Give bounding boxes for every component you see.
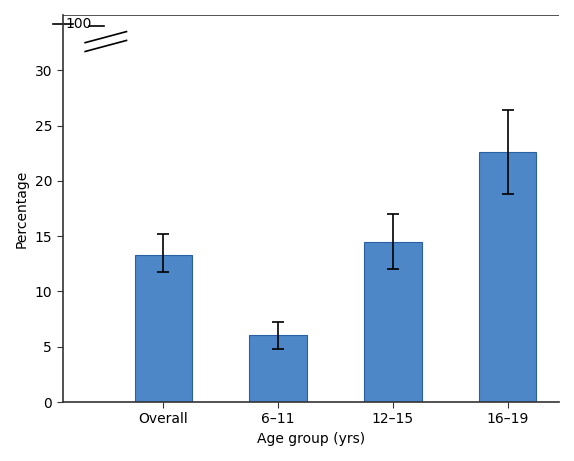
Bar bbox=[249, 335, 307, 402]
Bar bbox=[364, 242, 422, 402]
Y-axis label: Percentage: Percentage bbox=[15, 169, 29, 248]
Text: 100: 100 bbox=[65, 17, 92, 31]
Bar bbox=[134, 255, 192, 402]
Bar bbox=[479, 152, 537, 402]
X-axis label: Age group (yrs): Age group (yrs) bbox=[257, 432, 365, 446]
